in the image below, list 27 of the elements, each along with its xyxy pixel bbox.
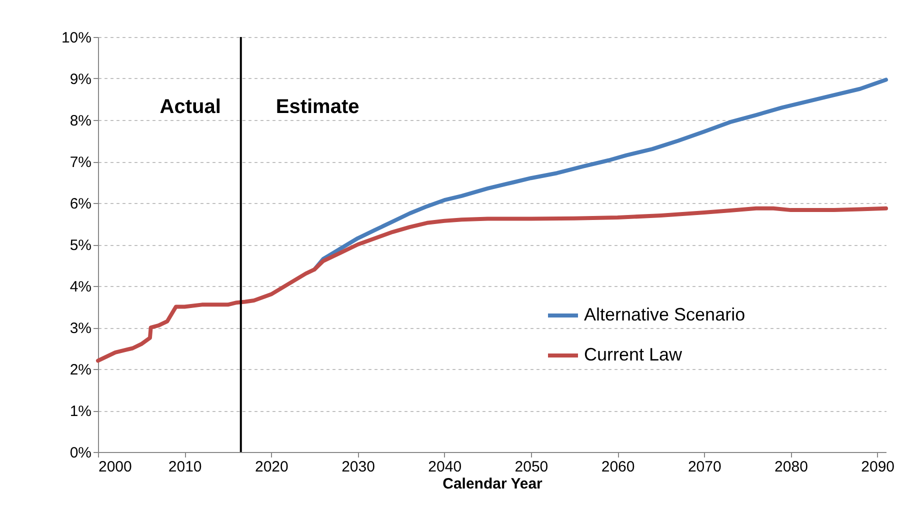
x-tick-label: 2010 (168, 458, 202, 476)
line-series (96, 206, 888, 363)
x-tick-label: 2070 (688, 458, 722, 476)
y-tick-label: 8% (70, 112, 92, 130)
annotation: Actual (160, 96, 221, 118)
y-tick-label: 9% (70, 71, 92, 88)
x-tick-label: 2060 (601, 458, 635, 476)
x-tick-label: 2080 (774, 458, 808, 476)
y-tick-label: 6% (70, 196, 92, 212)
y-tick-label: 5% (70, 237, 92, 254)
y-tick-label: 1% (70, 403, 92, 420)
x-tick-label: 2040 (428, 458, 462, 476)
x-tick-label: 2090 (861, 458, 895, 476)
y-tick-label: 7% (70, 154, 92, 171)
y-tick-label: 4% (70, 278, 92, 296)
legend-label: Current Law (584, 344, 684, 364)
annotation: Estimate (276, 96, 360, 118)
legend-label: Alternative Scenario (584, 304, 746, 324)
y-tick-label: 2% (70, 362, 92, 378)
x-tick-label: 2020 (255, 458, 288, 476)
y-tick-label: 3% (70, 320, 92, 337)
x-tick-label: 2000 (98, 458, 132, 476)
y-tick-label: 10% (61, 30, 92, 46)
x-tick-label: 2030 (342, 458, 375, 476)
x-tick-label: 2050 (514, 458, 548, 476)
x-axis-title: Calendar Year (442, 476, 543, 492)
y-tick-label: 0% (70, 444, 92, 462)
